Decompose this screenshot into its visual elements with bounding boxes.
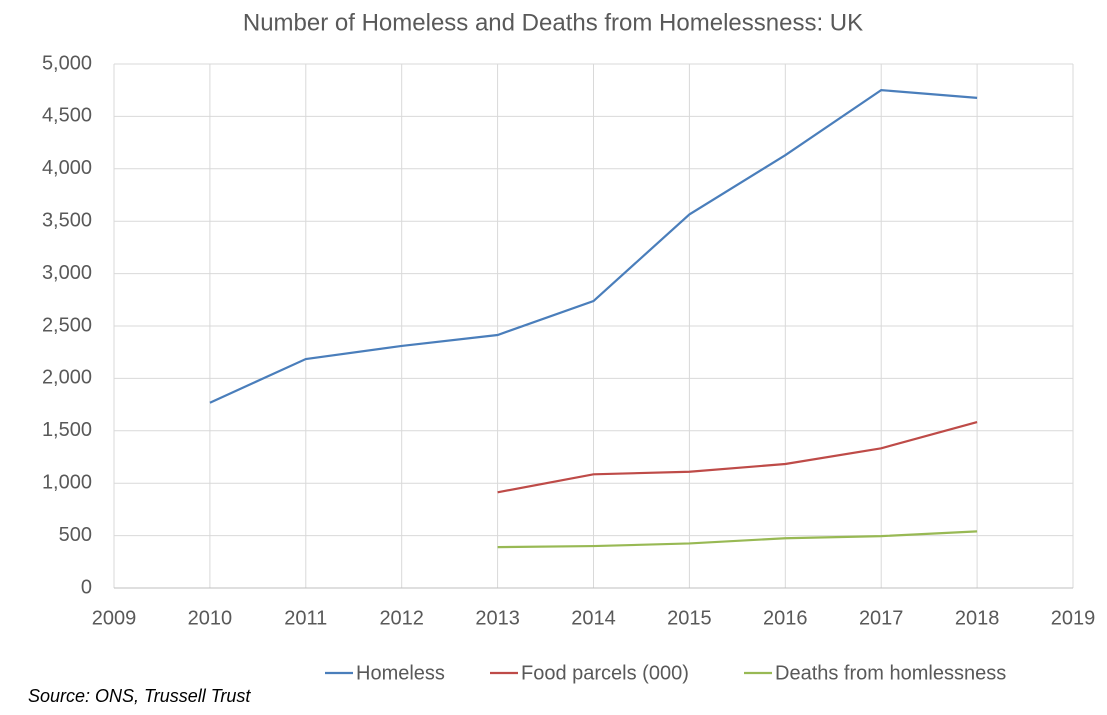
x-tick-label: 2012 — [379, 607, 424, 629]
x-tick-label: 2013 — [475, 607, 520, 629]
chart-title: Number of Homeless and Deaths from Homel… — [243, 9, 863, 36]
legend-label: Food parcels (000) — [521, 662, 689, 684]
series-line — [497, 421, 978, 494]
y-tick-label: 2,500 — [42, 314, 92, 336]
y-tick-label: 5,000 — [42, 52, 92, 74]
x-tick-label: 2011 — [284, 607, 327, 629]
x-tick-label: 2018 — [955, 607, 1000, 629]
y-tick-label: 1,000 — [42, 471, 92, 493]
series-line — [209, 88, 978, 404]
x-tick-label: 2010 — [188, 607, 233, 629]
series-line — [497, 530, 978, 549]
x-tick-label: 2019 — [1051, 607, 1096, 629]
x-tick-label: 2015 — [667, 607, 712, 629]
y-tick-label: 1,500 — [42, 419, 92, 441]
y-tick-label: 3,500 — [42, 209, 92, 231]
x-tick-label: 2009 — [92, 607, 137, 629]
y-tick-label: 0 — [81, 576, 92, 598]
y-tick-label: 500 — [59, 524, 92, 546]
y-tick-label: 4,500 — [42, 105, 92, 127]
y-tick-label: 3,000 — [42, 262, 92, 284]
source: Source: ONS, Trussell Trust — [28, 686, 251, 706]
y-tick-label: 4,000 — [42, 157, 92, 179]
x-tick-label: 2017 — [859, 607, 904, 629]
legend-label: Deaths from homlessness — [775, 662, 1006, 684]
y-tick-label: 2,000 — [42, 367, 92, 389]
x-tick-label: 2014 — [571, 607, 616, 629]
legend-label: Homeless — [356, 662, 445, 684]
x-tick-label: 2016 — [763, 607, 808, 629]
